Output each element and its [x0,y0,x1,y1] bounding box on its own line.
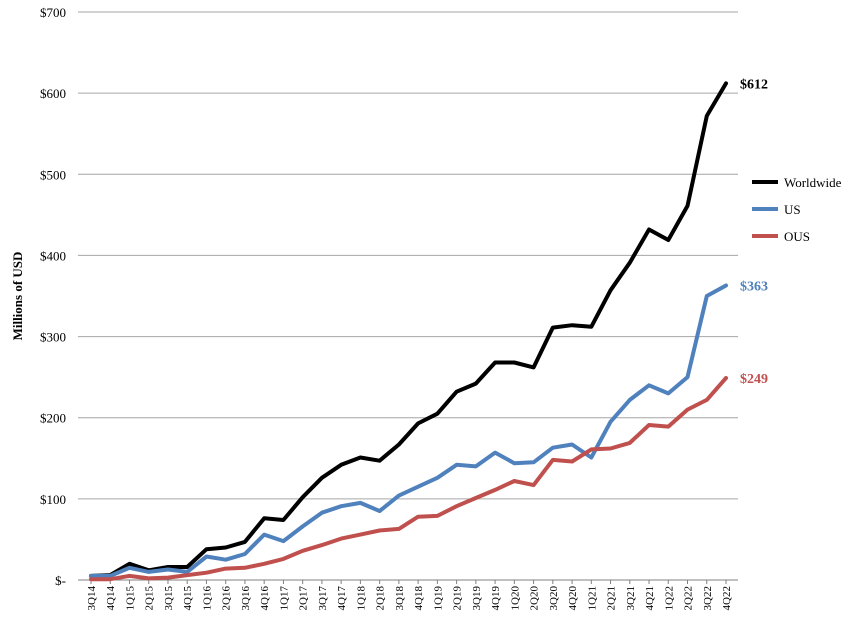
x-tick-label: 2Q15 [144,586,156,611]
series-line-ous [89,376,728,582]
x-tick-label: 4Q21 [644,586,656,610]
x-tick-label: 4Q15 [182,586,194,611]
legend: Worldwide US OUS [752,175,842,244]
y-axis-ticks: $- $100 $200 $300 $400 $500 $600 $700 [40,5,66,588]
x-tick-label: 3Q22 [702,586,714,610]
legend-label-worldwide: Worldwide [784,175,842,190]
y-tick-label: $700 [40,5,66,20]
x-tick-label: 1Q22 [663,586,675,610]
x-axis-ticks: 3Q14 4Q14 1Q15 2Q15 3Q15 4Q15 1Q16 2Q16 3Q16 4Q16… [86,580,733,610]
series-line-worldwide [89,81,728,578]
x-tick-label: 3Q20 [548,586,560,611]
x-tick-label: 2Q20 [529,586,541,611]
y-tick-label: $300 [40,330,66,345]
y-axis-label: Millions of USD [10,252,25,341]
x-tick-label: 2Q17 [298,586,310,611]
series-lines [89,81,728,582]
x-tick-label: 3Q19 [471,586,483,611]
series-end-labels: $612 $363 $249 [740,77,768,387]
x-tick-label: 1Q20 [509,586,521,611]
end-label-worldwide: $612 [740,77,768,92]
x-tick-label: 2Q19 [452,586,464,611]
x-tick-label: 1Q19 [432,586,444,611]
x-tick-label: 1Q17 [278,586,290,611]
x-tick-label: 4Q20 [567,586,579,611]
y-tick-label: $400 [40,248,66,263]
x-tick-label: 2Q22 [683,586,695,610]
y-tick-label: $500 [40,167,66,182]
x-tick-label: 2Q16 [221,586,233,611]
x-tick-label: 4Q18 [413,586,425,611]
x-tick-label: 4Q14 [105,586,117,611]
x-tick-label: 2Q21 [606,586,618,610]
x-tick-label: 1Q16 [201,586,213,611]
y-tick-label: $600 [40,86,66,101]
x-tick-label: 3Q21 [625,586,637,610]
end-label-ous: $249 [740,372,768,387]
x-tick-label: 4Q17 [336,586,348,611]
x-tick-label: 4Q22 [721,586,733,610]
x-tick-label: 4Q16 [259,586,271,611]
x-tick-label: 3Q17 [317,586,329,611]
x-tick-label: 1Q15 [124,586,136,611]
x-tick-label: 3Q15 [163,586,175,611]
gridlines [78,11,738,500]
y-tick-label: $200 [40,411,66,426]
x-tick-label: 3Q16 [240,586,252,611]
x-tick-label: 3Q14 [86,586,98,611]
x-tick-label: 1Q21 [586,586,598,610]
x-tick-label: 2Q18 [375,586,387,611]
y-tick-label: $- [55,573,66,588]
y-tick-label: $100 [40,492,66,507]
x-tick-label: 4Q19 [490,586,502,611]
x-tick-label: 1Q18 [355,586,367,611]
series-line-us [89,283,728,578]
legend-label-us: US [784,202,801,217]
legend-label-ous: OUS [784,229,810,244]
end-label-us: $363 [740,279,768,294]
x-tick-label: 3Q18 [394,586,406,611]
